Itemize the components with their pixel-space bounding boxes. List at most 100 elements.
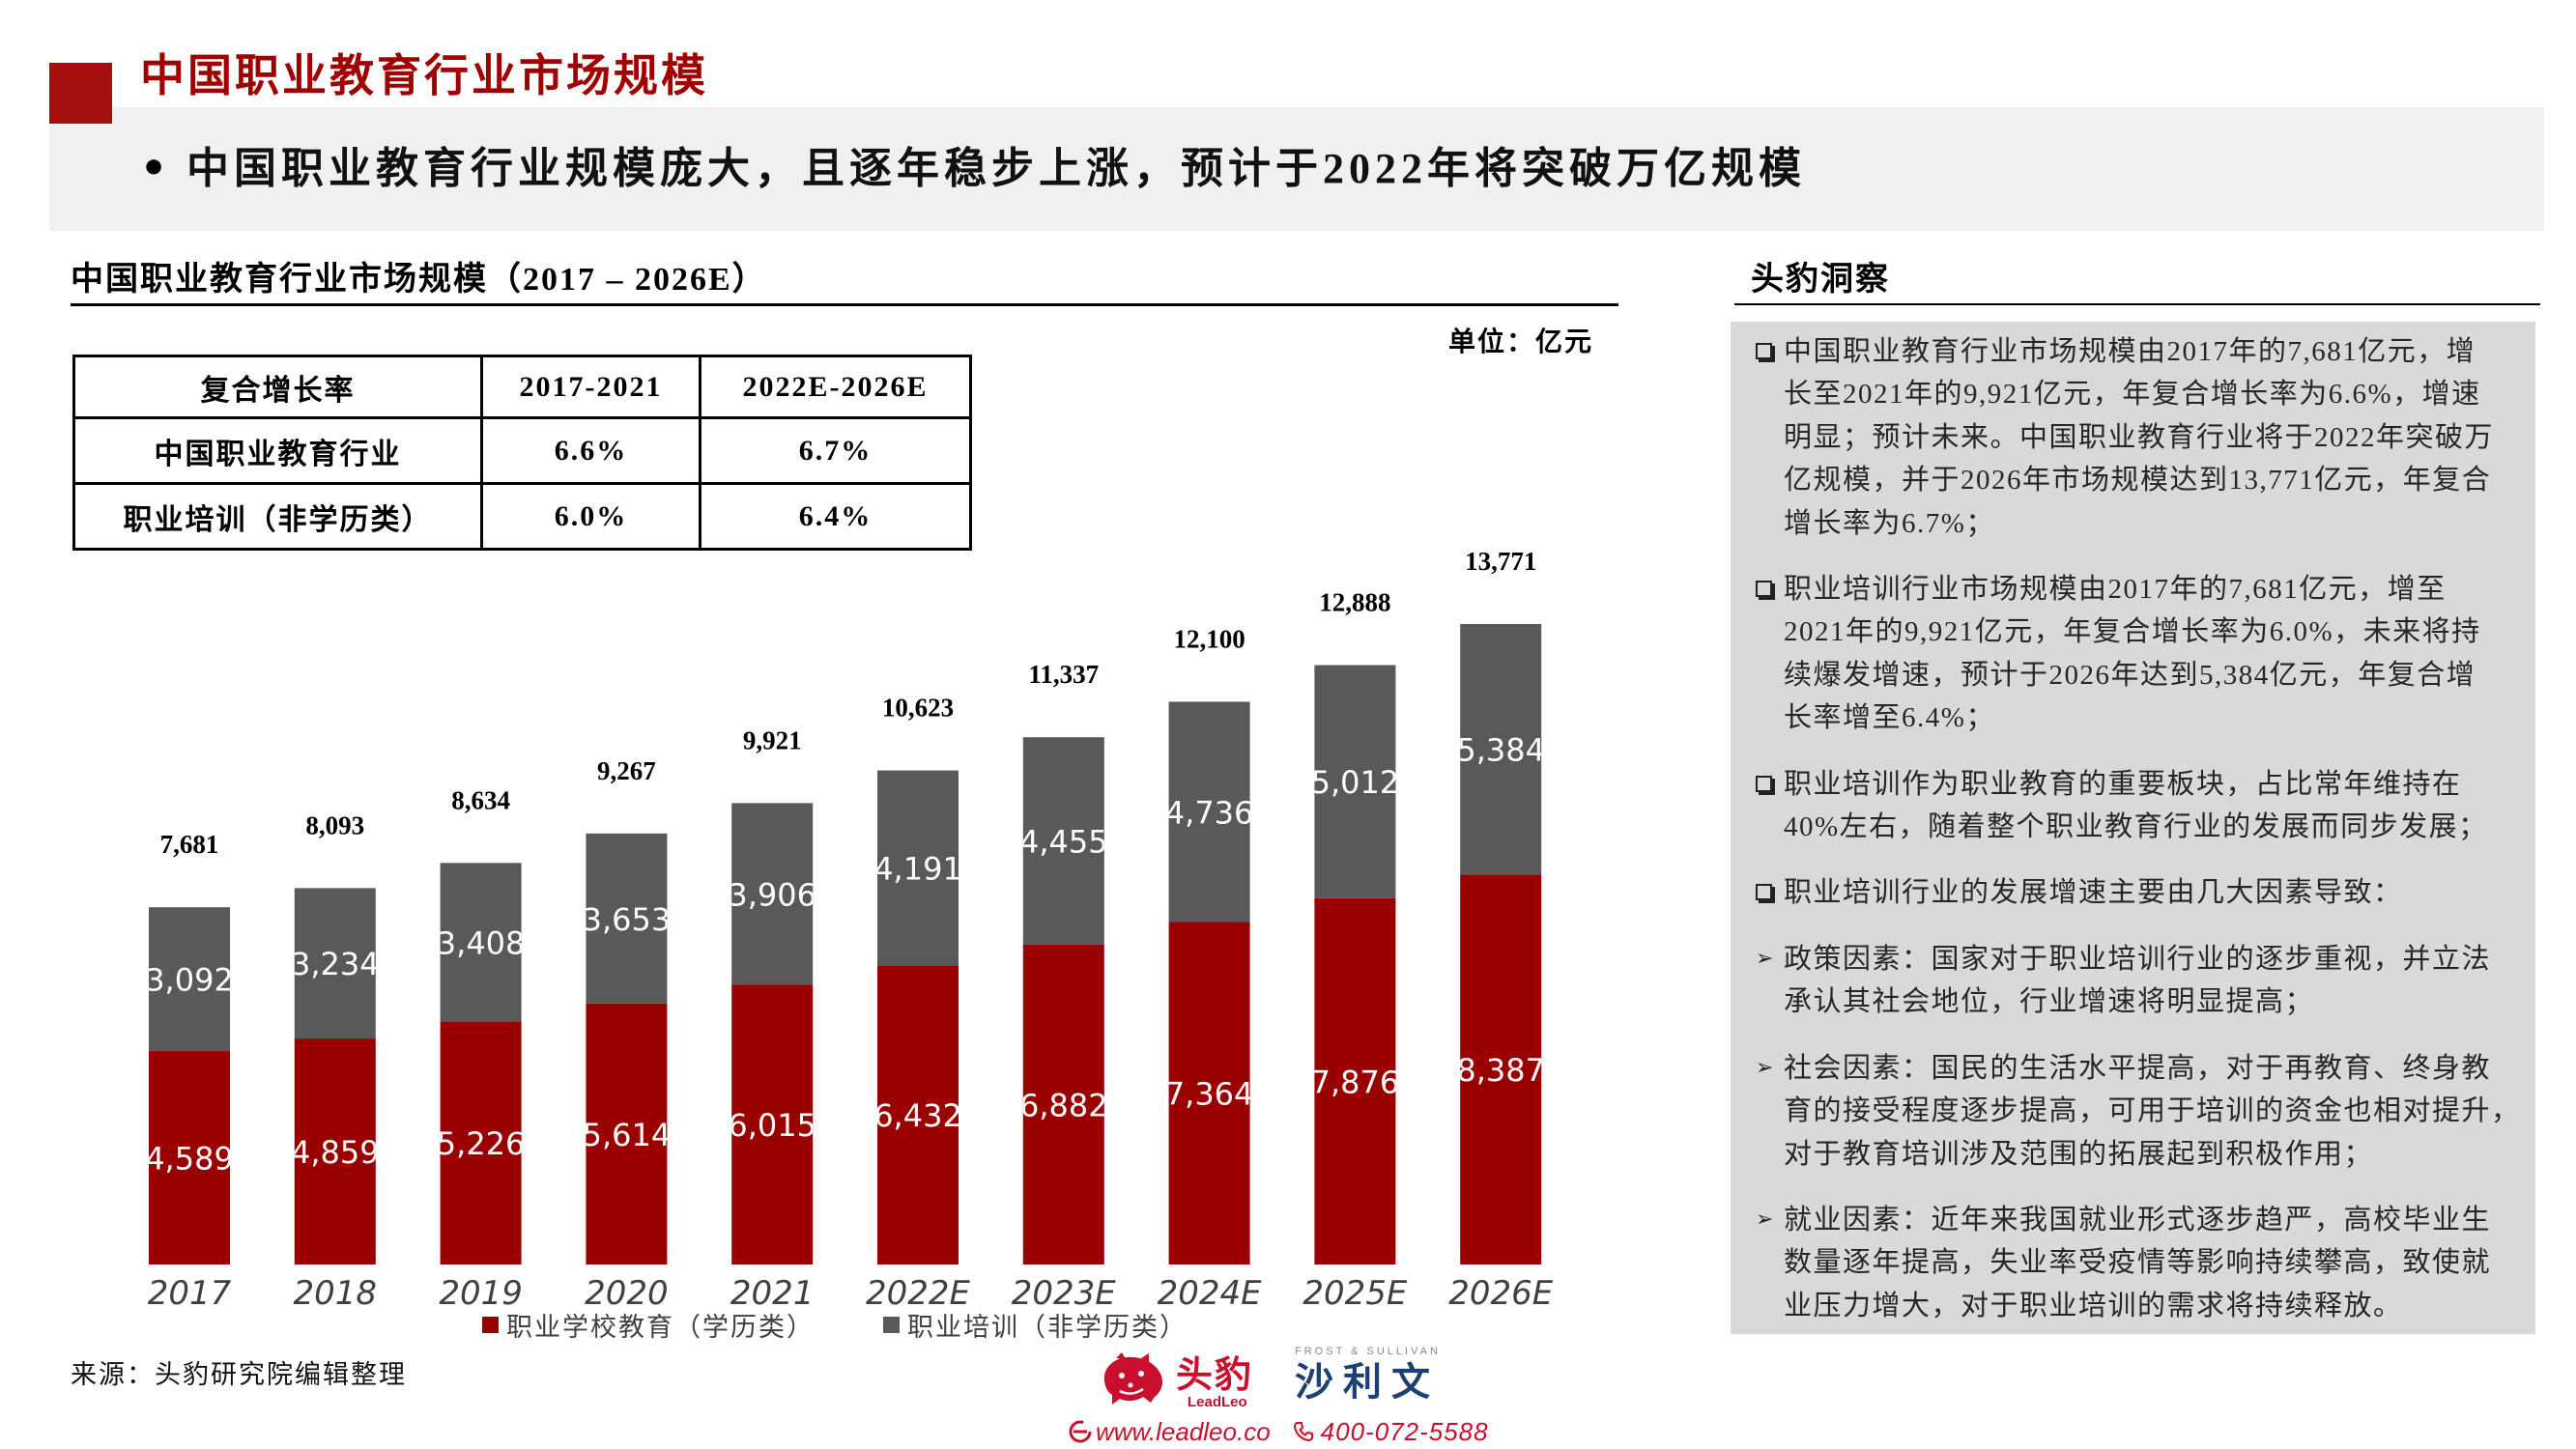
insight-line: 增长率为6.7%； bbox=[1784, 507, 1995, 539]
legend-item-school-education: 职业学校教育（学历类） bbox=[482, 1308, 815, 1342]
table-row: 职业培训（非学历类） 6.0% 6.4% bbox=[72, 482, 972, 551]
bar-segment-vocational-training bbox=[1022, 737, 1104, 945]
insight-line: 育的接受程度逐步提高，可用于培训的资金也相对提升， bbox=[1784, 1095, 2521, 1127]
segment-value-label: 4,455 bbox=[1019, 823, 1108, 860]
segment-value-label: 6,882 bbox=[1019, 1087, 1108, 1123]
legend-swatch-red bbox=[482, 1316, 499, 1333]
segment-value-label: 5,012 bbox=[1311, 764, 1400, 801]
bar-segment-vocational-training bbox=[1460, 624, 1542, 875]
insight-line: 政策因素：国家对于职业培训行业的逐步重视，并立法 bbox=[1784, 943, 2492, 975]
insight-item: 职业培训行业市场规模由2017年的7,681亿元，增至 2021年的9,921亿元… bbox=[1731, 568, 2535, 740]
table-header-cell: 2017-2021 bbox=[480, 355, 701, 419]
bar-segment-vocational-training bbox=[1314, 665, 1396, 898]
bar-segment-vocational-training bbox=[731, 803, 814, 985]
arrow-bullet-icon bbox=[1756, 1047, 1773, 1090]
phone-number: 400-072-5588 bbox=[1320, 1417, 1489, 1446]
insight-item: 政策因素：国家对于职业培训行业的逐步重视，并立法承认其社会地位，行业增速将明显提… bbox=[1731, 938, 2535, 1024]
table-header-cell: 2022E-2026E bbox=[699, 355, 972, 419]
bar-segment-school-education bbox=[1314, 897, 1396, 1264]
insight-line: 长至2021年的9,921亿元，年复合增长率为6.6%，增速 bbox=[1784, 379, 2481, 411]
total-value-label: 9,267 bbox=[597, 756, 656, 785]
table-cell: 6.6% bbox=[480, 416, 701, 485]
insight-line: 就业因素：近年来我国就业形式逐步趋严，高校毕业生 bbox=[1784, 1204, 2492, 1236]
segment-value-label: 4,859 bbox=[291, 1134, 380, 1171]
total-value-label: 9,921 bbox=[743, 725, 802, 754]
insight-line: 续爆发增速，预计于2026年达到5,384亿元，年复合增 bbox=[1784, 659, 2476, 691]
total-value-label: 8,093 bbox=[305, 810, 364, 839]
total-value-label: 12,888 bbox=[1319, 588, 1390, 617]
insight-item: 社会因素：国民的生活水平提高，对于再教育、终身教育的接受程度逐步提高，可用于培训… bbox=[1731, 1047, 2535, 1176]
square-bullet-icon bbox=[1756, 775, 1772, 792]
segment-value-label: 6,432 bbox=[873, 1097, 962, 1134]
segment-value-label: 5,614 bbox=[583, 1117, 672, 1153]
contact-row: www.leadleo.co 400-072-5588 bbox=[1069, 1417, 1489, 1446]
website-url: www.leadleo.co bbox=[1096, 1417, 1271, 1446]
arrow-bullet-icon bbox=[1756, 938, 1773, 980]
insight-line: 2021年的9,921亿元，年复合增长率为6.0%，未来将持 bbox=[1784, 616, 2481, 648]
insight-line: 社会因素：国民的生活水平提高，对于再教育、终身教 bbox=[1784, 1052, 2492, 1084]
frost-sullivan-subtitle: FROST & SULLIVAN bbox=[1295, 1346, 1441, 1357]
leadleo-logo: 头豹 LeadLeo bbox=[1099, 1350, 1253, 1410]
leadleo-brand-subtitle: LeadLeo bbox=[1188, 1394, 1247, 1410]
segment-value-label: 7,876 bbox=[1311, 1064, 1400, 1100]
bar-segment-school-education bbox=[586, 1003, 668, 1264]
insight-list: 中国职业教育行业市场规模由2017年的7,681亿元，增 长至2021年的9,92… bbox=[1731, 330, 2535, 1350]
chart-title-divider bbox=[71, 303, 1618, 306]
bar-segment-school-education bbox=[877, 965, 959, 1264]
page-title: 中国职业教育行业市场规模 bbox=[140, 51, 708, 100]
summary-text: 中国职业教育行业规模庞大，且逐年稳步上涨，预计于2022年将突破万亿规模 bbox=[186, 145, 1806, 192]
insight-line: 明显；预计未来。中国职业教育行业将于2022年突破万 bbox=[1784, 421, 2495, 453]
segment-value-label: 3,408 bbox=[437, 924, 526, 961]
x-axis-label: 2017 bbox=[148, 1274, 232, 1313]
insight-line: 职业培训行业的发展增速主要由几大因素导致： bbox=[1784, 877, 2403, 909]
table-cell: 6.4% bbox=[699, 482, 972, 551]
segment-value-label: 6,015 bbox=[728, 1107, 816, 1144]
bar-segment-school-education bbox=[731, 984, 814, 1264]
cagr-table: 复合增长率 2017-2021 2022E-2026E 中国职业教育行业 6.6… bbox=[72, 355, 972, 551]
bar-segment-school-education bbox=[1168, 922, 1250, 1264]
insight-title-divider bbox=[1734, 303, 2540, 305]
x-axis-label: 2018 bbox=[294, 1274, 378, 1313]
table-cell: 6.0% bbox=[480, 482, 701, 551]
insight-panel: 中国职业教育行业市场规模由2017年的7,681亿元，增 长至2021年的9,92… bbox=[1731, 322, 2535, 1334]
bar-segment-school-education bbox=[1460, 874, 1542, 1264]
insight-item: 中国职业教育行业市场规模由2017年的7,681亿元，增 长至2021年的9,92… bbox=[1731, 330, 2535, 545]
bar-segment-vocational-training bbox=[877, 770, 959, 966]
bar-segment-vocational-training bbox=[1168, 701, 1250, 923]
total-value-label: 7,681 bbox=[160, 830, 219, 859]
web-e-icon bbox=[1069, 1420, 1092, 1443]
source-note: 来源：头豹研究院编辑整理 bbox=[71, 1360, 407, 1389]
total-value-label: 8,634 bbox=[451, 785, 510, 814]
bar-segment-vocational-training bbox=[294, 888, 376, 1039]
bar-segment-school-education bbox=[1022, 944, 1104, 1264]
unit-label: 单位：亿元 bbox=[1448, 327, 1594, 357]
total-value-label: 11,337 bbox=[1028, 660, 1099, 689]
insight-line: 职业培训行业市场规模由2017年的7,681亿元，增至 bbox=[1784, 574, 2447, 606]
insight-title: 头豹洞察 bbox=[1751, 262, 1890, 298]
table-header-cell: 复合增长率 bbox=[72, 355, 483, 419]
bar-segment-school-education bbox=[294, 1038, 376, 1264]
segment-value-label: 3,234 bbox=[291, 946, 380, 982]
insight-line: 数量逐年提高，失业率受疫情等影响持续攀高，致使就 bbox=[1784, 1247, 2492, 1279]
insight-line: 长率增至6.4%； bbox=[1784, 702, 1995, 734]
frost-sullivan-brand-name: 沙利文 bbox=[1295, 1360, 1440, 1404]
legend-item-vocational-training: 职业培训（非学历类） bbox=[883, 1308, 1188, 1342]
leopard-icon bbox=[1103, 1352, 1162, 1405]
segment-value-label: 3,653 bbox=[583, 901, 672, 938]
arrow-bullet-icon bbox=[1756, 1199, 1773, 1241]
bar-segment-school-education bbox=[440, 1021, 522, 1264]
insight-line: 亿规模，并于2026年市场规模达到13,771亿元，年复合 bbox=[1784, 465, 2492, 497]
square-bullet-icon bbox=[1756, 884, 1772, 901]
phone-icon bbox=[1293, 1422, 1313, 1442]
insight-item: 就业因素：近年来我国就业形式逐步趋严，高校毕业生数量逐年提高，失业率受疫情等影响… bbox=[1731, 1199, 2535, 1327]
insight-line: 40%左右，随着整个职业教育行业的发展而同步发展； bbox=[1784, 811, 2488, 843]
insight-line: 承认其社会地位，行业增速将明显提高； bbox=[1784, 986, 2315, 1018]
bar-segment-vocational-training bbox=[149, 907, 230, 1052]
segment-value-label: 3,092 bbox=[145, 962, 234, 999]
segment-value-label: 4,589 bbox=[145, 1141, 234, 1178]
insight-line: 业压力增大，对于职业培训的需求将持续释放。 bbox=[1784, 1290, 2403, 1321]
frost-sullivan-logo: FROST & SULLIVAN 沙利文 bbox=[1295, 1345, 1449, 1412]
table-row: 中国职业教育行业 6.6% 6.7% bbox=[72, 416, 972, 485]
total-value-label: 12,100 bbox=[1173, 624, 1245, 653]
insight-item: 职业培训作为职业教育的重要板块，占比常年维持在 40%左右，随着整个职业教育行业的… bbox=[1731, 763, 2535, 849]
